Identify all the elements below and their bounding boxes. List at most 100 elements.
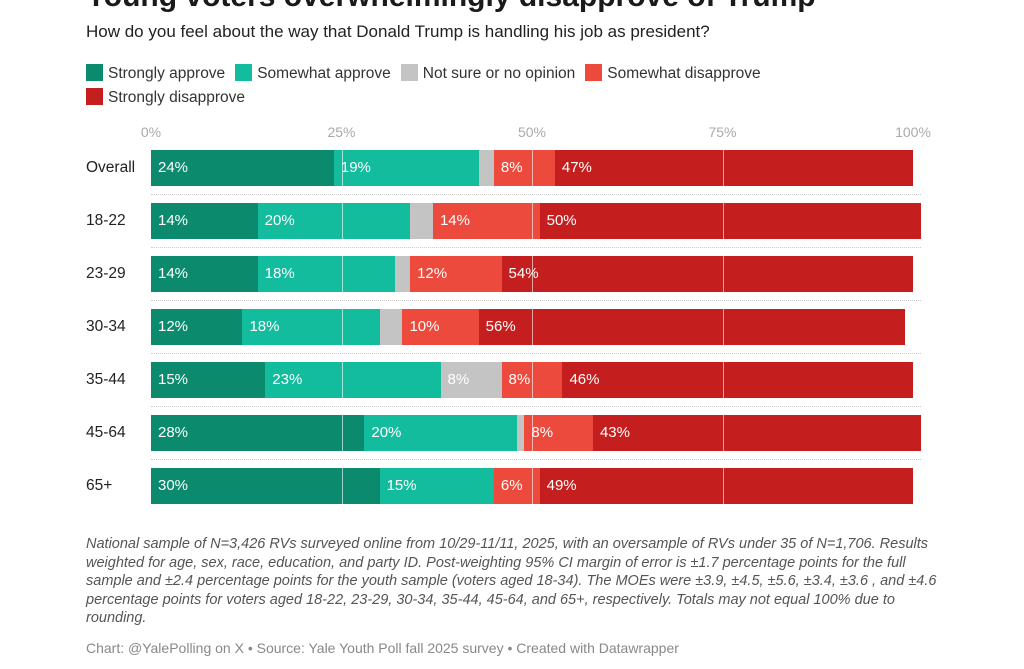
bar-segment: [257, 256, 395, 292]
chart-subtitle: How do you feel about the way that Donal…: [86, 22, 710, 41]
legend-swatch: [235, 64, 253, 81]
bar-segment: [501, 256, 913, 292]
data-label: 56%: [485, 318, 516, 335]
row-separator: [151, 194, 921, 195]
bar-segment: [364, 415, 517, 451]
bar-segment: [592, 415, 921, 451]
legend-label: Strongly approve: [108, 65, 226, 82]
gridline: [532, 150, 533, 186]
bar-segment: [539, 468, 913, 504]
bar-segment: [554, 150, 913, 186]
gridline: [532, 256, 533, 292]
gridline: [532, 203, 533, 239]
x-tick-label: 25%: [327, 124, 356, 140]
legend-item: Strongly approve: [86, 62, 225, 86]
gridline: [722, 362, 724, 398]
gridline: [341, 415, 343, 451]
bar-segment: [151, 468, 380, 504]
bar-segment: [402, 309, 479, 345]
gridline: [722, 150, 724, 186]
gridline: [532, 468, 533, 504]
bar-segment: [333, 150, 479, 186]
row-separator: [151, 300, 921, 301]
bar-segment: [151, 362, 266, 398]
legend-item: Somewhat approve: [235, 62, 391, 86]
data-label: 20%: [264, 212, 295, 229]
bar-segment: [501, 362, 563, 398]
gridline: [722, 203, 724, 239]
bar-segment: [257, 203, 411, 239]
category-label: Overall: [86, 159, 136, 176]
x-tick-label: 100%: [895, 124, 931, 140]
data-label: 18%: [264, 265, 295, 282]
bar-segment: [410, 256, 502, 292]
legend-label: Somewhat approve: [257, 65, 391, 82]
data-label: 8%: [500, 159, 523, 176]
bar-segment: [493, 468, 540, 504]
data-label: 8%: [508, 371, 531, 388]
data-label: 14%: [158, 212, 189, 229]
legend-swatch: [585, 64, 603, 81]
chart-credit: Chart: @YalePolling on X • Source: Yale …: [86, 640, 679, 656]
gridline: [341, 256, 343, 292]
gridline: [341, 309, 343, 345]
bar-segment: [432, 203, 540, 239]
data-label: 46%: [569, 371, 600, 388]
gridline: [532, 415, 533, 451]
data-label: 12%: [417, 265, 448, 282]
data-label: 49%: [546, 477, 577, 494]
data-label: 19%: [340, 159, 371, 176]
gridline: [341, 468, 343, 504]
legend-label: Strongly disapprove: [108, 89, 245, 106]
bar-segment: [379, 468, 494, 504]
data-label: 8%: [447, 371, 470, 388]
gridline: [532, 309, 533, 345]
bar-segment: [151, 203, 258, 239]
data-label: 14%: [158, 265, 189, 282]
category-label: 45-64: [86, 424, 126, 441]
legend-swatch: [86, 64, 103, 81]
bar-segment: [394, 256, 411, 292]
legend-item: Not sure or no opinion: [400, 62, 575, 86]
data-label: 43%: [599, 424, 630, 441]
bar-segment: [478, 150, 494, 186]
gridline: [341, 203, 343, 239]
x-tick-label: 50%: [517, 124, 547, 140]
category-label: 23-29: [86, 265, 126, 282]
gridline: [722, 468, 724, 504]
legend-swatch: [400, 64, 418, 81]
gridline: [722, 256, 724, 292]
data-label: 15%: [158, 371, 189, 388]
data-label: 24%: [158, 159, 189, 176]
data-label: 28%: [158, 424, 189, 441]
category-label: 18-22: [86, 212, 126, 229]
bar-segment: [562, 362, 913, 398]
category-label: 30-34: [86, 318, 126, 335]
bar-segment: [151, 256, 258, 292]
legend-item: Somewhat disapprove: [585, 62, 761, 86]
category-label: 35-44: [86, 371, 126, 388]
data-label: 18%: [249, 318, 280, 335]
data-label: 10%: [409, 318, 440, 335]
row-separator: [151, 459, 921, 460]
data-label: 12%: [158, 318, 189, 335]
bar-segment: [478, 309, 906, 345]
bar-segment: [493, 150, 555, 186]
data-label: 8%: [531, 424, 554, 441]
gridline: [341, 362, 343, 398]
legend: Strongly approve Somewhat approve Not sure…: [86, 62, 936, 110]
data-label: 54%: [508, 265, 539, 282]
bar-segment: [265, 362, 441, 398]
bar-segment: [151, 150, 334, 186]
gridline: [722, 415, 724, 451]
row-separator: [151, 353, 921, 354]
data-label: 15%: [386, 477, 417, 494]
bar-segment: [379, 309, 403, 345]
bar-segment: [539, 203, 921, 239]
legend-item: Strongly disapprove: [86, 86, 245, 110]
legend-swatch: [86, 88, 103, 105]
data-label: 30%: [158, 477, 189, 494]
gridline: [722, 309, 724, 345]
x-tick-label: 0%: [140, 124, 162, 140]
methodology-notes: National sample of N=3,426 RVs surveyed …: [86, 536, 937, 626]
